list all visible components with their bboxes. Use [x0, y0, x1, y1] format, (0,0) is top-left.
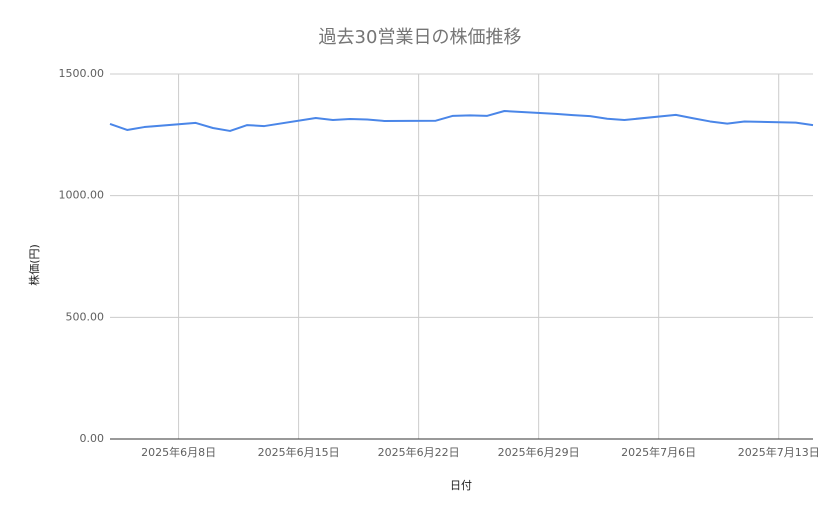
data-line [109, 109, 814, 132]
y-tick-label: 0.00 [80, 432, 105, 445]
x-axis-title: 日付 [450, 479, 472, 492]
y-tick-label: 1000.00 [59, 189, 105, 202]
x-tick-label: 2025年6月8日 [141, 445, 216, 459]
y-tick-label: 500.00 [66, 310, 105, 323]
x-tick-label: 2025年7月13日 [738, 445, 820, 459]
y-tick-label: 1500.00 [59, 67, 105, 80]
x-tick-label: 2025年6月15日 [258, 445, 340, 459]
x-tick-label: 2025年7月6日 [621, 445, 696, 459]
x-tick-label: 2025年6月22日 [378, 445, 460, 459]
x-tick-label: 2025年6月29日 [498, 445, 580, 459]
chart-title: 過去30営業日の株価推移 [319, 27, 522, 48]
y-axis-title: 株価(円) [27, 244, 41, 286]
